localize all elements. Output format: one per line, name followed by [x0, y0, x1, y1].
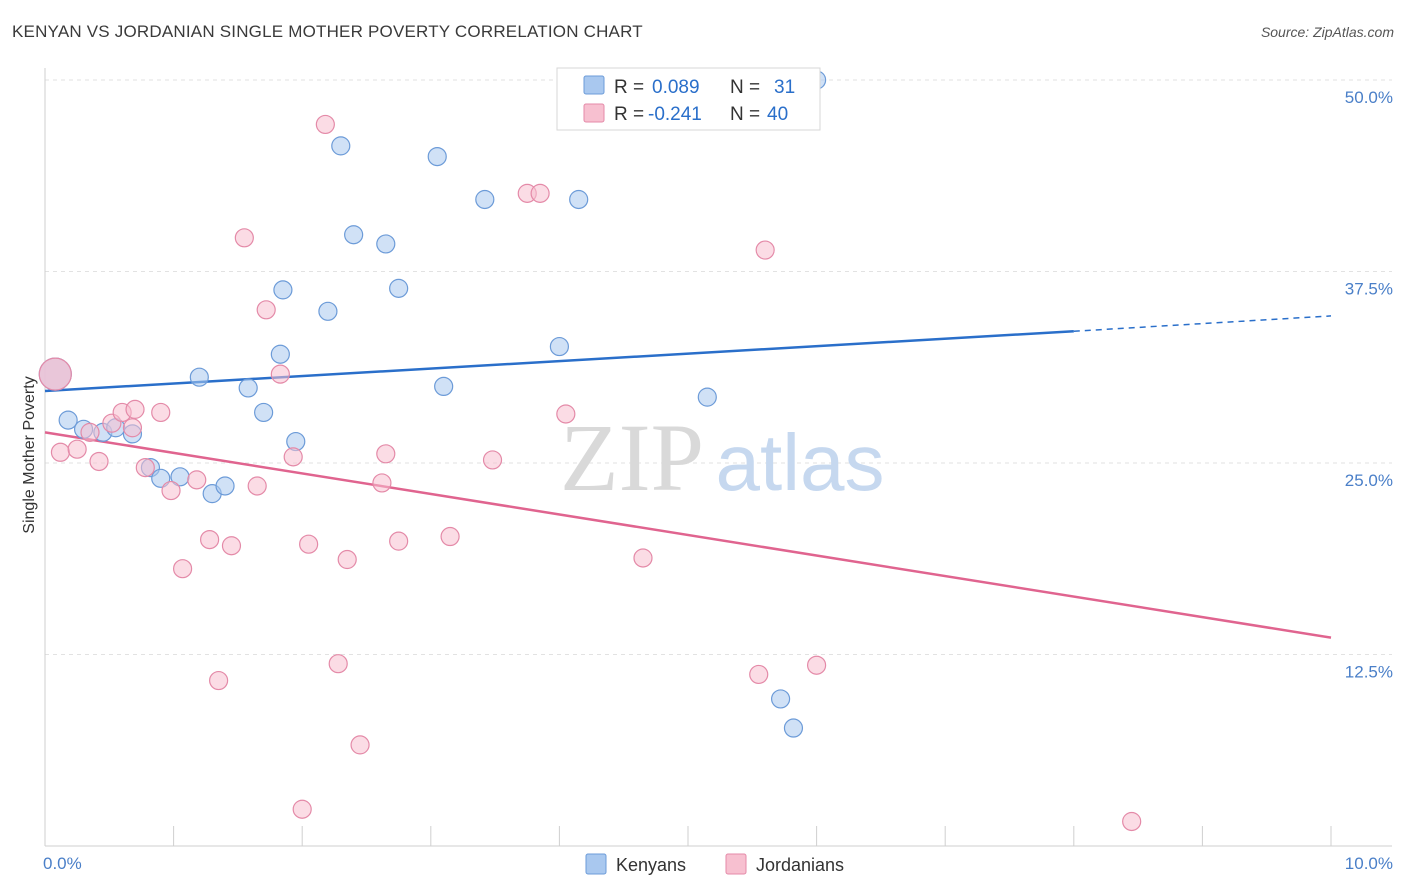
kenyan-point: [475, 189, 495, 210]
series-legend-label-kenyans: Kenyans: [616, 855, 686, 875]
jordanian-point: [482, 450, 503, 470]
jordanian-point: [209, 670, 229, 691]
jordanian-point: [173, 559, 193, 579]
kenyan-point: [549, 336, 570, 357]
x-tick-label: 0.0%: [43, 854, 82, 873]
kenyan-point: [427, 147, 447, 167]
jordanian-point: [389, 531, 409, 551]
kenyan-point: [318, 301, 338, 321]
series-legend-swatch-kenyans: [585, 853, 607, 875]
x-tick-label: 10.0%: [1345, 854, 1393, 873]
kenyan-point: [770, 689, 791, 709]
kenyan-trend-extension: [1073, 315, 1332, 332]
watermark-atlas: atlas: [716, 418, 885, 507]
kenyan-point: [151, 468, 171, 488]
chart-title: KENYAN VS JORDANIAN SINGLE MOTHER POVERT…: [12, 22, 643, 41]
jordanian-point: [806, 655, 827, 675]
jordanian-point: [221, 536, 242, 556]
jordanian-point: [125, 399, 145, 419]
legend-n-value-jordanian: 40: [767, 104, 788, 125]
kenyan-point: [270, 344, 290, 364]
kenyan-point: [189, 367, 209, 387]
jordanian-point: [80, 422, 100, 442]
jordanian-point: [187, 470, 207, 490]
jordanian-point: [38, 357, 72, 391]
jordanian-point: [372, 473, 392, 493]
kenyan-point: [376, 234, 396, 254]
jordanian-point: [440, 526, 460, 547]
jordanian-point: [135, 457, 155, 478]
legend-r-value-jordanian: -0.241: [648, 104, 702, 125]
jordanian-point: [292, 799, 312, 819]
kenyan-point: [389, 278, 409, 298]
jordanian-point: [749, 664, 769, 685]
trend-lines: [44, 315, 1332, 639]
jordanian-point: [337, 549, 357, 570]
jordanian-point: [1122, 811, 1142, 832]
kenyan-point: [783, 718, 804, 738]
kenyan-trend-line: [44, 330, 1074, 393]
jordanian-point: [530, 183, 550, 203]
jordanian-point: [755, 240, 775, 260]
jordanian-point: [299, 534, 319, 554]
legend-r-label-jordanian: R =: [614, 104, 644, 125]
jordanian-point: [89, 451, 109, 472]
legend-n-value-kenyan: 31: [774, 77, 795, 98]
jordanian-trend-line: [44, 431, 1332, 639]
tick-labels: 12.5% 25.0% 37.5% 50.0% 0.0% 10.0%: [43, 88, 1393, 873]
jordanian-point: [270, 364, 290, 384]
watermark-zip: ZIP: [560, 404, 704, 511]
kenyan-point: [58, 410, 78, 430]
y-tick-label: 12.5%: [1345, 663, 1393, 682]
jordanian-point: [161, 480, 181, 501]
jordanian-point: [633, 548, 653, 568]
legend-swatch-kenyan: [583, 75, 605, 95]
jordanian-point: [234, 228, 254, 248]
jordanian-point: [315, 114, 335, 135]
kenyan-point: [344, 225, 364, 245]
jordanian-point: [67, 439, 87, 459]
chart-source: Source: ZipAtlas.com: [1260, 24, 1394, 40]
series-legend: Kenyans Jordanians: [585, 853, 844, 875]
correlation-legend: R = 0.089 N = 31 R = -0.241 N = 40: [556, 67, 821, 131]
y-tick-label: 50.0%: [1345, 88, 1393, 107]
kenyan-point: [434, 376, 454, 396]
jordanian-point: [350, 735, 370, 755]
grid-lines: [45, 79, 1392, 655]
legend-n-label-jordanian: N =: [730, 104, 760, 125]
kenyan-point: [331, 136, 351, 156]
watermark: ZIP atlas: [560, 404, 884, 511]
jordanian-point: [556, 404, 576, 424]
jordanian-point: [50, 442, 71, 462]
series-legend-swatch-jordanians: [725, 853, 747, 875]
jordanian-point: [328, 654, 348, 674]
jordanian-point: [376, 444, 396, 464]
jordanian-point: [256, 300, 276, 320]
kenyan-point: [273, 280, 293, 300]
jordanian-point: [122, 418, 143, 438]
kenyan-point: [697, 387, 717, 407]
data-points: [38, 70, 1142, 832]
kenyan-point: [254, 402, 274, 423]
legend-r-label-kenyan: R =: [614, 77, 644, 98]
legend-swatch-jordanian: [583, 103, 605, 123]
y-axis-title: Single Mother Poverty: [21, 376, 38, 533]
jordanian-point: [247, 476, 267, 496]
axes: [44, 68, 1392, 847]
kenyan-point: [569, 189, 589, 210]
kenyan-point: [238, 378, 258, 398]
kenyan-point: [215, 476, 235, 496]
legend-n-label-kenyan: N =: [730, 77, 760, 98]
jordanian-point: [151, 402, 171, 423]
legend-r-value-kenyan: 0.089: [652, 77, 700, 98]
y-tick-label: 37.5%: [1345, 280, 1393, 299]
jordanian-point: [200, 529, 220, 550]
jordanian-point: [283, 447, 303, 467]
series-legend-label-jordanians: Jordanians: [756, 855, 844, 875]
y-tick-label: 25.0%: [1345, 471, 1393, 490]
